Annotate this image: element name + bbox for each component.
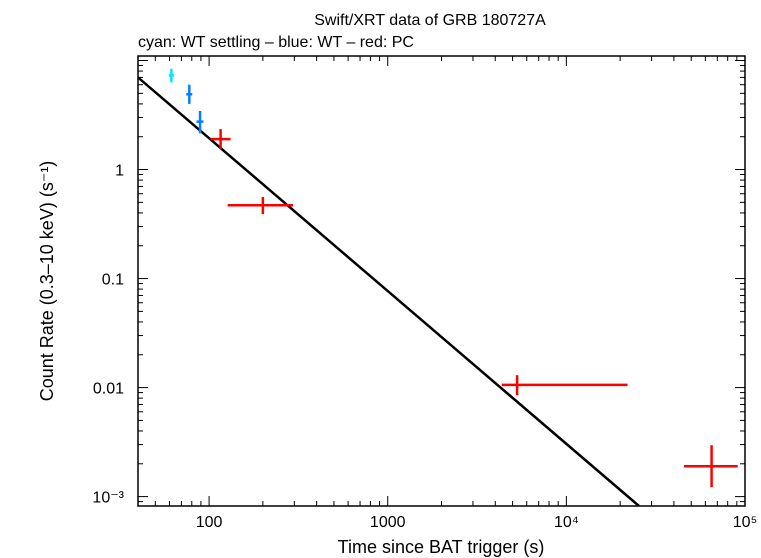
y-tick-label: 0.01 [93,381,124,398]
data-point-pc [210,129,231,149]
data-point-pc [501,375,628,396]
data-point-wt-settling [168,68,174,83]
data-points [168,68,738,488]
chart-title: Swift/XRT data of GRB 180727A [314,12,546,29]
y-axis-label: Count Rate (0.3–10 keV) (s⁻¹) [37,161,57,402]
y-tick-label: 0.1 [102,272,124,289]
data-point-wt [186,84,193,104]
x-tick-label: 1000 [370,514,406,531]
y-tick-label: 1 [115,163,124,180]
plot-frame [137,55,746,507]
axis-ticks [137,56,746,506]
model-fit-line [138,76,640,506]
data-point-wt [196,110,204,134]
chart-subtitle: cyan: WT settling – blue: WT – red: PC [138,34,414,51]
data-point-pc [227,196,294,215]
x-tick-label: 10⁵ [733,514,757,531]
x-tick-label: 10⁴ [554,514,579,531]
y-tick-label: 10⁻³ [92,490,124,507]
x-axis-label: Time since BAT trigger (s) [338,537,545,557]
data-point-pc [683,445,738,488]
axis-tick-labels: 100 1000 10⁴ 10⁵ 10⁻³ 0.01 0.1 1 [92,163,757,531]
x-tick-label: 100 [196,514,223,531]
